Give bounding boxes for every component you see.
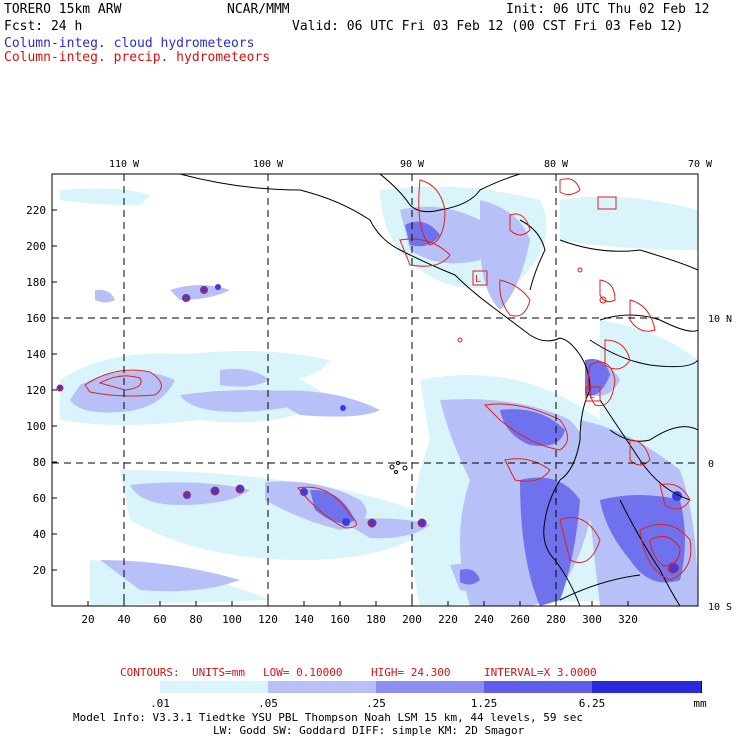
y-tick-label: 80 [33,456,46,469]
contour-high: HIGH= 24.300 [371,666,451,679]
y-tick-label: 60 [33,492,46,505]
lat-labels: 10 N 0 10 S [708,314,732,613]
lon-labels: 110 W 100 W 90 W 80 W 70 W [109,159,713,170]
lon-label-80w: 80 W [544,159,569,170]
x-tick-label: 60 [153,613,166,626]
colorbar-label-005: .05 [258,697,278,710]
lon-label-110w: 110 W [109,159,140,170]
y-axis-labels: 20 40 60 80 100 120 140 160 180 200 220 [26,204,46,577]
y-tick-label: 180 [26,276,46,289]
colorbar-swatch-5 [484,681,593,693]
cloud-shading [57,186,698,606]
x-axis-labels: 20 40 60 80 100 120 140 160 180 200 220 240 260 280 30… [81,613,638,626]
model-info: Model Info: V3.3.1 Tiedtke YSU PBL Thomp… [73,711,583,724]
colorbar-label-625: 6.25 [578,697,606,710]
contour-interval: INTERVAL=X 3.0000 [484,666,597,679]
init-time: Init: 06 UTC Thu 02 Feb 12 [506,2,710,17]
x-tick-label: 80 [189,613,202,626]
x-tick-label: 300 [582,613,602,626]
y-tick-label: 160 [26,312,46,325]
model-title: TORERO 15km ARW [4,2,122,17]
colorbar-swatch-3 [268,681,377,693]
colorbar-unit: mm [693,697,707,710]
y-tick-label: 20 [33,564,46,577]
lon-label-90w: 90 W [400,159,425,170]
physics-info: LW: Godd SW: Goddard DIFF: simple KM: 2D… [213,724,525,737]
x-tick-label: 280 [546,613,566,626]
colorbar-swatch-1 [52,681,161,693]
x-tick-label: 200 [402,613,422,626]
legend-precip: Column-integ. precip. hydrometeors [4,50,271,65]
y-tick-label: 200 [26,240,46,253]
colorbar-swatch-6 [592,681,702,693]
contour-label: CONTOURS: [120,666,180,679]
lat-label-10s: 10 S [708,602,732,613]
low-markers [472,196,617,402]
legend-cloud: Column-integ. cloud hydrometeors [4,36,255,51]
org-label: NCAR/MMM [227,2,290,17]
forecast-hour: Fcst: 24 h [4,19,83,34]
lat-label-10n: 10 N [708,314,732,325]
x-tick-label: 140 [294,613,314,626]
x-tick-label: 100 [222,613,242,626]
axis-ticks [52,209,629,606]
x-tick-label: 220 [438,613,458,626]
valid-time: Valid: 06 UTC Fri 03 Feb 12 (00 CST Fri … [292,19,684,34]
colorbar-swatch-4 [376,681,485,693]
y-tick-label: 100 [26,420,46,433]
y-tick-label: 220 [26,204,46,217]
x-tick-label: 260 [510,613,530,626]
lon-label-100w: 100 W [253,159,284,170]
colorbar-label-025: .25 [366,697,386,710]
colorbar-label-125: 1.25 [470,697,498,710]
low-label-1: L [475,274,481,285]
y-tick-label: 140 [26,348,46,361]
x-tick-label: 40 [117,613,130,626]
y-tick-label: 120 [26,384,46,397]
x-tick-label: 160 [330,613,350,626]
colorbar-swatch-2 [160,681,269,693]
coastlines [179,174,698,606]
x-tick-label: 20 [81,613,94,626]
lon-label-70w: 70 W [688,159,713,170]
x-tick-label: 240 [474,613,494,626]
low-label-2: L [589,390,595,401]
contour-low: LOW= 0.10000 [263,666,343,679]
y-tick-label: 40 [33,528,46,541]
x-tick-label: 320 [618,613,638,626]
lat-label-0: 0 [708,459,714,470]
graticule [52,174,698,606]
x-tick-label: 120 [258,613,278,626]
precip-contours [56,178,692,581]
colorbar-label-001: .01 [150,697,170,710]
contour-units: UNITS=mm [192,666,245,679]
x-tick-label: 180 [366,613,386,626]
